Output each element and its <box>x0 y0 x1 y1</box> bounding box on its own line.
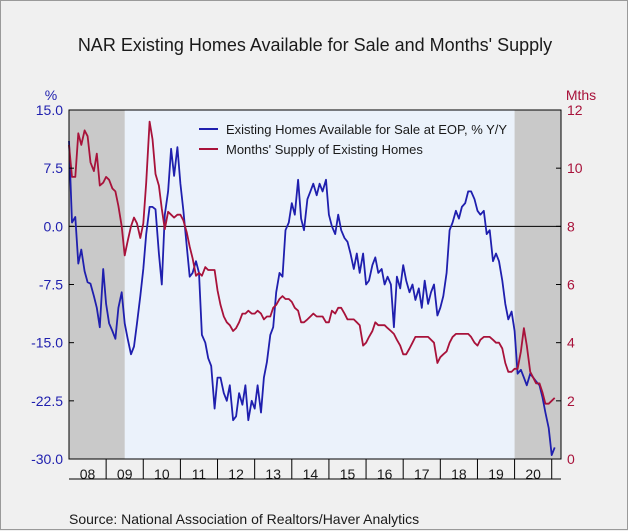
legend-label: Existing Homes Available for Sale at EOP… <box>226 122 507 137</box>
right-axis-tick-label: 12 <box>567 102 583 118</box>
right-axis-unit: Mths <box>566 87 596 103</box>
right-axis-tick-label: 0 <box>567 451 575 467</box>
left-axis-unit: % <box>45 87 57 103</box>
left-axis-tick-label: -7.5 <box>39 277 63 293</box>
x-axis-tick-label: 13 <box>265 466 281 482</box>
right-axis-tick-label: 2 <box>567 393 575 409</box>
x-axis-tick-label: 16 <box>377 466 393 482</box>
left-axis-tick-label: 7.5 <box>44 160 64 176</box>
right-axis-tick-label: 10 <box>567 160 583 176</box>
chart-title: NAR Existing Homes Available for Sale an… <box>77 35 553 55</box>
x-axis-tick-label: 08 <box>80 466 96 482</box>
x-axis-tick-label: 14 <box>303 466 319 482</box>
legend-label: Months' Supply of Existing Homes <box>226 142 423 157</box>
right-axis-tick-label: 8 <box>567 218 575 234</box>
x-axis-tick-label: 20 <box>525 466 541 482</box>
x-axis-tick-label: 09 <box>117 466 133 482</box>
left-axis-tick-label: -15.0 <box>31 335 63 351</box>
source-note: Source: National Association of Realtors… <box>69 511 420 527</box>
left-axis-tick-label: -30.0 <box>31 451 63 467</box>
series-line-1 <box>68 140 556 456</box>
right-axis-tick-label: 6 <box>567 277 575 293</box>
x-axis-tick-label: 11 <box>192 466 207 482</box>
plot-area <box>69 110 561 459</box>
x-axis-tick-label: 19 <box>488 466 504 482</box>
recession-band <box>69 110 125 459</box>
x-axis-tick-label: 15 <box>340 466 356 482</box>
left-axis-tick-label: 15.0 <box>36 102 63 118</box>
series-line-2 <box>68 120 556 405</box>
recession-band <box>514 110 561 459</box>
right-axis-tick-label: 4 <box>567 335 575 351</box>
x-axis-tick-label: 10 <box>154 466 170 482</box>
x-axis-tick-label: 12 <box>228 466 244 482</box>
left-axis-tick-label: 0.0 <box>44 218 64 234</box>
left-axis-tick-label: -22.5 <box>31 393 63 409</box>
x-axis-tick-label: 17 <box>414 466 430 482</box>
x-axis-tick-label: 18 <box>451 466 467 482</box>
